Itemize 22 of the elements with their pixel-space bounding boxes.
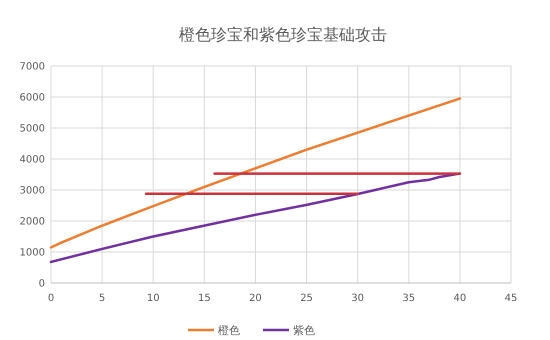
- y-tick-label: 6000: [20, 92, 45, 104]
- y-tick-label: 1000: [20, 248, 45, 258]
- x-tick-label: 25: [300, 293, 313, 304]
- chart-title: 橙色珍宝和紫色珍宝基础攻击: [179, 25, 387, 44]
- x-tick-label: 5: [98, 293, 106, 304]
- line-series: [50, 97, 462, 249]
- x-tick-label: 35: [402, 293, 416, 304]
- legend-label: 紫色: [293, 324, 315, 337]
- y-tick-label: 2000: [20, 216, 45, 228]
- x-tick-label: 15: [198, 293, 211, 304]
- x-tick-label: 45: [504, 293, 518, 304]
- y-tick-label: 3000: [20, 186, 45, 196]
- y-tick-label: 0: [38, 278, 45, 290]
- legend-label: 橙色: [218, 324, 240, 337]
- x-tick-label: 10: [146, 293, 160, 304]
- y-tick-label: 4000: [20, 154, 45, 166]
- y-tick-label: 7000: [20, 62, 45, 72]
- y-tick-label: 5000: [20, 124, 45, 134]
- x-tick-label: 20: [249, 293, 262, 304]
- x-tick-label: 40: [454, 293, 466, 304]
- x-tick-label: 30: [351, 293, 364, 304]
- x-tick-label: 0: [48, 293, 54, 304]
